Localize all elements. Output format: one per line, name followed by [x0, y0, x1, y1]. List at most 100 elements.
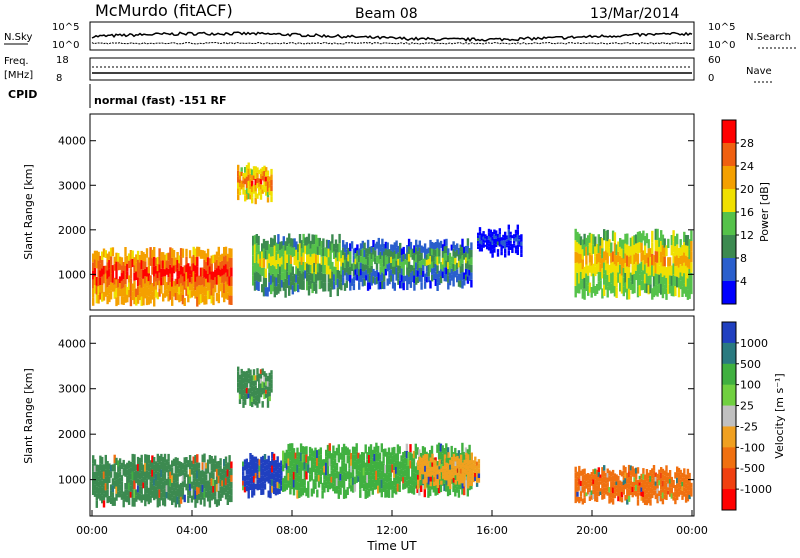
data-cell [183, 457, 186, 465]
data-cell [633, 283, 636, 294]
data-cell [688, 279, 691, 289]
data-cell [480, 244, 483, 248]
data-cell [349, 251, 352, 260]
data-cell [651, 253, 654, 266]
data-cell [122, 279, 125, 288]
data-cell [445, 443, 448, 452]
data-cell [359, 463, 362, 472]
data-cell [190, 270, 194, 277]
data-cell [338, 243, 341, 253]
data-cell [667, 476, 670, 480]
data-cell [256, 479, 259, 485]
power-y-label: Slant Range [km] [22, 164, 35, 260]
data-cell [129, 259, 133, 269]
data-cell [291, 247, 294, 258]
data-cell [261, 184, 264, 190]
data-cell [681, 477, 684, 482]
data-cell [258, 182, 261, 187]
data-cell [425, 271, 429, 277]
data-cell [124, 489, 127, 496]
data-cell [102, 265, 106, 275]
data-cell [92, 455, 95, 464]
data-cell [615, 255, 618, 266]
data-cell [590, 495, 593, 500]
data-cell [307, 264, 311, 275]
data-cell [288, 233, 291, 244]
data-cell [133, 454, 136, 463]
data-cell [654, 239, 657, 251]
data-cell [154, 281, 158, 290]
data-cell [606, 229, 609, 242]
data-cell [266, 175, 270, 182]
data-cell [196, 276, 199, 287]
data-cell [266, 181, 270, 187]
data-cell [420, 466, 423, 471]
data-cell [95, 250, 98, 260]
data-cell [149, 256, 152, 266]
data-cell [226, 462, 229, 470]
data-cell [183, 265, 186, 274]
data-cell [251, 192, 254, 198]
data-cell [576, 262, 579, 273]
data-cell [477, 243, 480, 247]
data-cell [263, 477, 267, 484]
data-cell [106, 496, 109, 504]
data-cell [215, 276, 219, 285]
data-cell [391, 489, 394, 498]
data-cell [390, 244, 393, 251]
data-cell [259, 189, 263, 195]
data-cell [214, 488, 217, 497]
data-cell [633, 254, 636, 265]
data-cell [264, 277, 267, 288]
data-cell [491, 231, 494, 237]
data-cell [658, 237, 661, 247]
data-cell [620, 266, 624, 276]
data-cell [294, 477, 297, 484]
data-cell [313, 244, 316, 254]
data-cell [117, 296, 120, 305]
data-cell [122, 270, 125, 280]
data-cell [323, 485, 326, 493]
data-cell [242, 475, 245, 481]
data-cell [366, 239, 370, 249]
data-cell [636, 264, 640, 276]
data-cell [214, 479, 217, 488]
data-cell [461, 462, 464, 468]
data-cell [316, 263, 320, 272]
data-cell [627, 245, 631, 257]
data-cell [445, 480, 448, 485]
data-cell [247, 187, 250, 194]
data-cell [649, 275, 652, 285]
data-cell [638, 482, 641, 486]
data-cell [576, 252, 579, 263]
data-cell [617, 272, 620, 283]
data-cell [255, 243, 258, 253]
data-cell [118, 458, 122, 465]
data-cell [320, 256, 323, 265]
data-cell [674, 266, 677, 277]
data-cell [627, 471, 631, 478]
data-cell [668, 492, 672, 497]
data-cell [688, 490, 691, 495]
data-cell [240, 374, 243, 379]
data-cell [263, 176, 266, 182]
data-cell [441, 244, 445, 251]
data-cell [267, 469, 270, 477]
data-cell [457, 273, 461, 281]
data-cell [255, 280, 258, 290]
data-cell [308, 467, 312, 475]
data-cell [463, 473, 466, 478]
data-cell [620, 257, 624, 267]
data-cell [643, 264, 647, 274]
data-cell [378, 452, 382, 460]
data-cell [640, 478, 643, 483]
data-cell [369, 483, 373, 491]
data-cell [431, 462, 434, 467]
data-cell [210, 279, 213, 288]
data-cell [197, 295, 201, 305]
data-cell [221, 282, 224, 291]
data-cell [244, 178, 247, 185]
data-cell [183, 494, 186, 503]
data-cell [104, 490, 107, 498]
data-cell [677, 467, 681, 473]
